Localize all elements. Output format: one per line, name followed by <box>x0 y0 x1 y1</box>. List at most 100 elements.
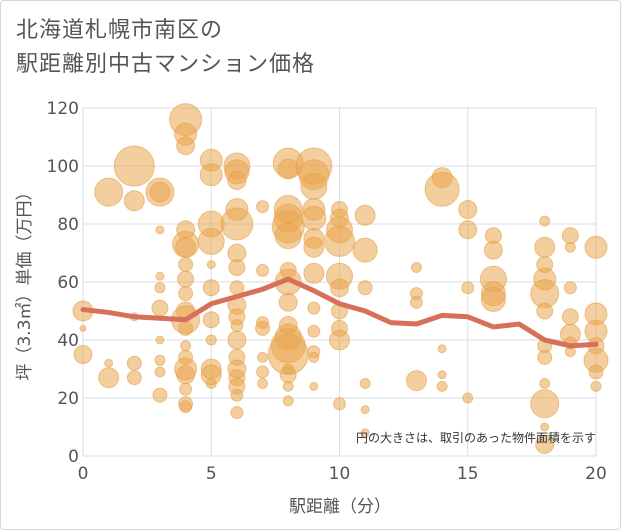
data-point <box>360 405 370 415</box>
data-point <box>458 220 478 240</box>
x-axis-title: 駅距離（分） <box>289 497 391 517</box>
data-point <box>352 237 378 263</box>
data-point <box>177 270 195 288</box>
data-point <box>151 299 169 317</box>
bubble-size-note: 円の大きさは、取引のあった物件面積を示す <box>356 430 596 445</box>
data-point <box>149 181 171 203</box>
data-point <box>561 227 579 245</box>
data-point <box>155 225 165 235</box>
data-point <box>424 171 460 207</box>
y-tick-label: 20 <box>57 389 79 409</box>
data-point <box>324 225 355 257</box>
data-point <box>202 311 220 329</box>
x-tick-label: 0 <box>78 464 89 484</box>
chart-title-line-1: 北海道札幌市南区の <box>16 18 224 43</box>
data-point <box>590 380 602 392</box>
data-point <box>278 292 298 312</box>
chart-title-line-2: 駅距離別中古マンション価格 <box>16 52 316 77</box>
data-point <box>256 365 270 379</box>
data-point <box>480 286 506 312</box>
data-point <box>176 365 196 385</box>
data-point <box>79 324 87 332</box>
x-tick-label: 20 <box>585 464 607 484</box>
data-point <box>205 334 217 346</box>
data-point <box>458 200 478 219</box>
data-point <box>178 320 194 336</box>
data-point <box>354 204 376 226</box>
trend-layer <box>80 276 599 349</box>
data-point <box>437 370 447 380</box>
data-point <box>257 351 269 363</box>
data-point <box>330 278 349 298</box>
y-tick-label: 0 <box>68 447 79 467</box>
axes: 0 5 10 15 20 0 20 40 60 80 100 120 <box>47 99 607 484</box>
data-point <box>98 367 120 389</box>
data-point <box>303 236 325 258</box>
data-point <box>534 236 556 258</box>
data-point <box>176 136 196 156</box>
data-point <box>126 370 142 386</box>
data-point <box>357 280 373 296</box>
data-point <box>329 329 350 351</box>
data-point <box>409 295 423 309</box>
x-tick-label: 10 <box>329 464 351 484</box>
data-point <box>282 395 294 407</box>
data-point <box>154 282 166 294</box>
data-point <box>104 358 114 368</box>
data-point <box>256 200 270 214</box>
data-point <box>113 145 155 187</box>
data-point <box>561 308 579 326</box>
data-point <box>274 222 302 250</box>
data-point <box>405 370 427 392</box>
data-point <box>197 227 225 255</box>
data-point <box>199 163 223 187</box>
trend-line <box>80 276 599 349</box>
data-point <box>333 397 346 411</box>
y-tick-label: 80 <box>57 215 79 235</box>
data-point <box>179 400 193 414</box>
y-tick-label: 100 <box>47 157 79 177</box>
data-point <box>539 378 551 389</box>
data-point <box>282 380 294 392</box>
data-point <box>277 158 299 180</box>
y-tick-label: 60 <box>57 273 79 293</box>
data-point <box>360 428 370 438</box>
data-point <box>152 387 168 403</box>
data-point <box>154 354 166 366</box>
data-point <box>230 319 244 332</box>
data-point <box>255 320 271 336</box>
data-point <box>536 302 554 320</box>
data-point <box>535 434 555 454</box>
data-point <box>73 345 93 364</box>
data-point <box>564 241 576 253</box>
data-point <box>437 344 447 354</box>
data-point <box>227 171 247 190</box>
data-point <box>178 257 194 273</box>
data-point <box>180 340 192 352</box>
data-point <box>540 422 550 432</box>
data-point <box>279 366 297 384</box>
y-axis-title: 坪（3.3㎡）単価（万円） <box>15 183 35 380</box>
data-point <box>461 281 475 295</box>
data-point <box>123 190 145 212</box>
data-point <box>307 301 321 315</box>
data-point <box>530 389 560 419</box>
data-point <box>126 355 142 371</box>
data-point <box>436 380 448 392</box>
data-point <box>256 263 270 277</box>
data-point <box>308 351 320 363</box>
data-point <box>584 235 608 259</box>
data-point <box>257 378 269 389</box>
data-point <box>300 172 328 200</box>
data-point <box>228 259 246 276</box>
data-point <box>359 378 371 389</box>
data-point <box>178 286 194 302</box>
data-point <box>588 364 604 380</box>
data-point <box>175 236 197 258</box>
data-point <box>307 324 321 338</box>
data-point <box>410 262 422 273</box>
data-point <box>483 240 503 260</box>
data-point <box>205 378 217 389</box>
data-point <box>462 392 474 404</box>
